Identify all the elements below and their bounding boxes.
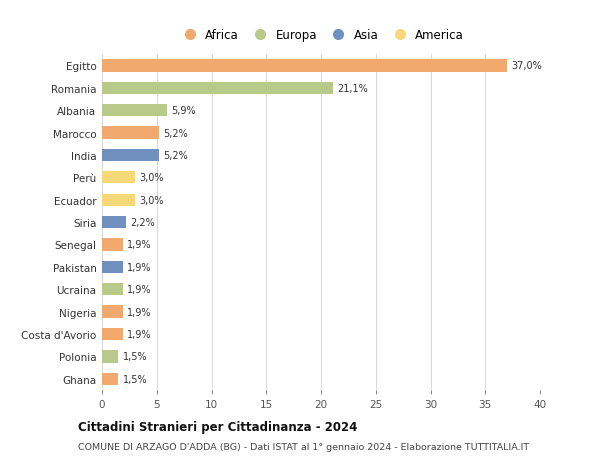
Text: 5,2%: 5,2% [163,151,188,161]
Text: 1,5%: 1,5% [123,374,148,384]
Bar [102,306,123,318]
Bar [102,217,126,229]
Text: 1,9%: 1,9% [127,285,152,295]
Bar [102,261,123,274]
Bar [102,351,118,363]
Text: 3,0%: 3,0% [139,173,164,183]
Bar [102,127,159,140]
Bar [102,373,118,385]
Text: Cittadini Stranieri per Cittadinanza - 2024: Cittadini Stranieri per Cittadinanza - 2… [78,420,358,434]
Text: 1,9%: 1,9% [127,240,152,250]
Bar [102,284,123,296]
Bar [102,194,135,207]
Bar [102,239,123,251]
Bar [102,83,333,95]
Bar [102,172,135,184]
Text: 1,9%: 1,9% [127,262,152,272]
Text: 1,5%: 1,5% [123,352,148,362]
Text: 21,1%: 21,1% [337,84,368,94]
Text: 1,9%: 1,9% [127,307,152,317]
Text: 5,2%: 5,2% [163,128,188,138]
Text: 3,0%: 3,0% [139,195,164,205]
Text: COMUNE DI ARZAGO D'ADDA (BG) - Dati ISTAT al 1° gennaio 2024 - Elaborazione TUTT: COMUNE DI ARZAGO D'ADDA (BG) - Dati ISTA… [78,442,529,451]
Bar [102,150,159,162]
Bar [102,328,123,341]
Text: 5,9%: 5,9% [171,106,196,116]
Text: 37,0%: 37,0% [512,61,542,71]
Text: 1,9%: 1,9% [127,329,152,339]
Text: 2,2%: 2,2% [130,218,155,228]
Legend: Africa, Europa, Asia, America: Africa, Europa, Asia, America [173,24,469,46]
Bar [102,105,167,117]
Bar [102,60,507,73]
